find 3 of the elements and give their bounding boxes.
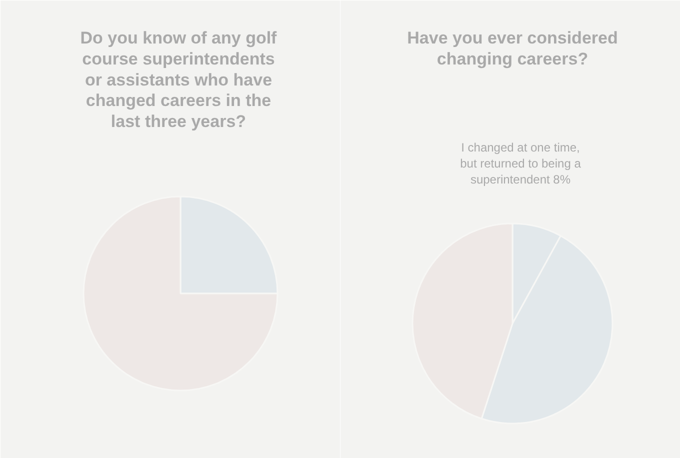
chart-title: Have you ever considered changing careers? <box>407 28 618 68</box>
text: I changed at one time, but returned to being a superintendent 8% <box>460 140 582 187</box>
chart-title: Do you know of any golf course superintendents or assistants who have changed careers in the last three years? <box>80 28 278 132</box>
